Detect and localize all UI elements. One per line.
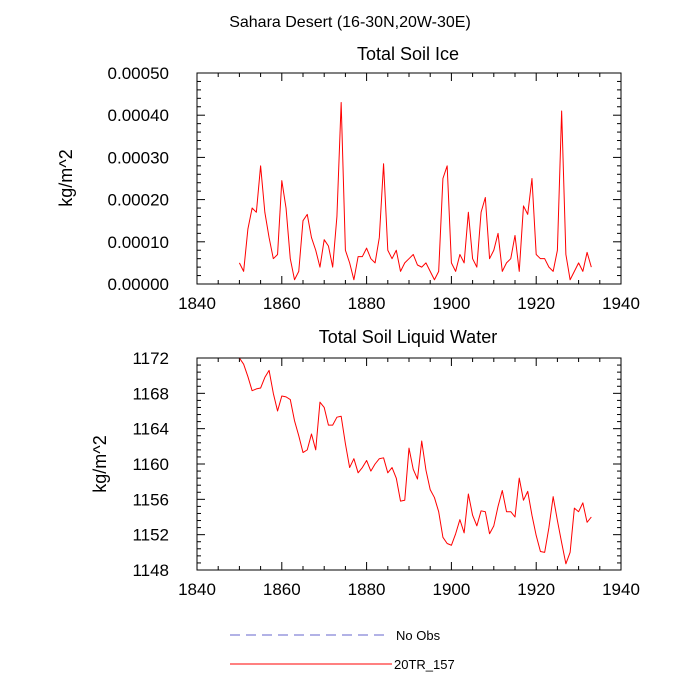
y-tick-label: 0.00020 [108,191,169,210]
series-layer [238,102,592,281]
plot-frame [196,357,622,571]
y-tick-label: 1156 [132,490,169,509]
series-line-20tr-157 [238,102,592,281]
x-tick-label: 1860 [263,580,301,599]
x-tick-label: 1940 [602,294,640,313]
x-tick-label: 1900 [432,294,470,313]
y-tick-label: 0.00050 [108,64,169,83]
panel-title: Total Soil Liquid Water [319,327,497,347]
y-tick-label: 0.00010 [108,233,169,252]
x-tick-label: 1860 [263,294,301,313]
series-line-20tr-157 [238,357,592,565]
legend: No Obs 20TR_157 [230,628,455,672]
y-tick-label: 1164 [132,420,169,439]
x-tick-label: 1900 [432,580,470,599]
y-tick-label: 1152 [132,526,169,545]
panel-total-soil-ice: Total Soil Ice kg/m^2 1840 1860 1880 1900 19… [56,44,640,313]
figure-title: Sahara Desert (16-30N,20W-30E) [229,14,471,31]
plot-frame [196,72,622,285]
panel-title: Total Soil Ice [357,44,459,64]
y-tick-label: 0.00000 [108,275,169,294]
x-tick-label: 1940 [602,580,640,599]
legend-label-20tr-157: 20TR_157 [394,657,455,672]
tick-labels: 1840 1860 1880 1900 1920 1940 0.00000 0.00010 0.… [108,64,640,313]
x-tick-label: 1920 [517,294,555,313]
y-tick-label: 0.00030 [108,148,169,167]
series-layer [238,357,592,565]
x-tick-label: 1880 [348,294,386,313]
y-tick-label: 1148 [132,561,169,580]
x-tick-label: 1880 [348,580,386,599]
legend-label-no-obs: No Obs [396,628,441,643]
x-tick-label: 1840 [178,580,216,599]
panel-total-soil-liquid-water: Total Soil Liquid Water kg/m^2 1840 1860 1… [90,327,640,599]
y-axis-label: kg/m^2 [90,435,110,492]
y-tick-label: 1168 [132,384,169,403]
x-tick-label: 1840 [178,294,216,313]
tick-labels: 1840 1860 1880 1900 1920 1940 1148 1152 1156 1160… [132,349,639,599]
x-tick-label: 1920 [517,580,555,599]
y-tick-label: 1160 [132,455,169,474]
y-tick-label: 0.00040 [108,106,169,125]
axis-ticks [196,72,622,285]
y-tick-label: 1172 [132,349,169,368]
y-axis-label: kg/m^2 [56,149,76,206]
axis-ticks [196,357,622,571]
